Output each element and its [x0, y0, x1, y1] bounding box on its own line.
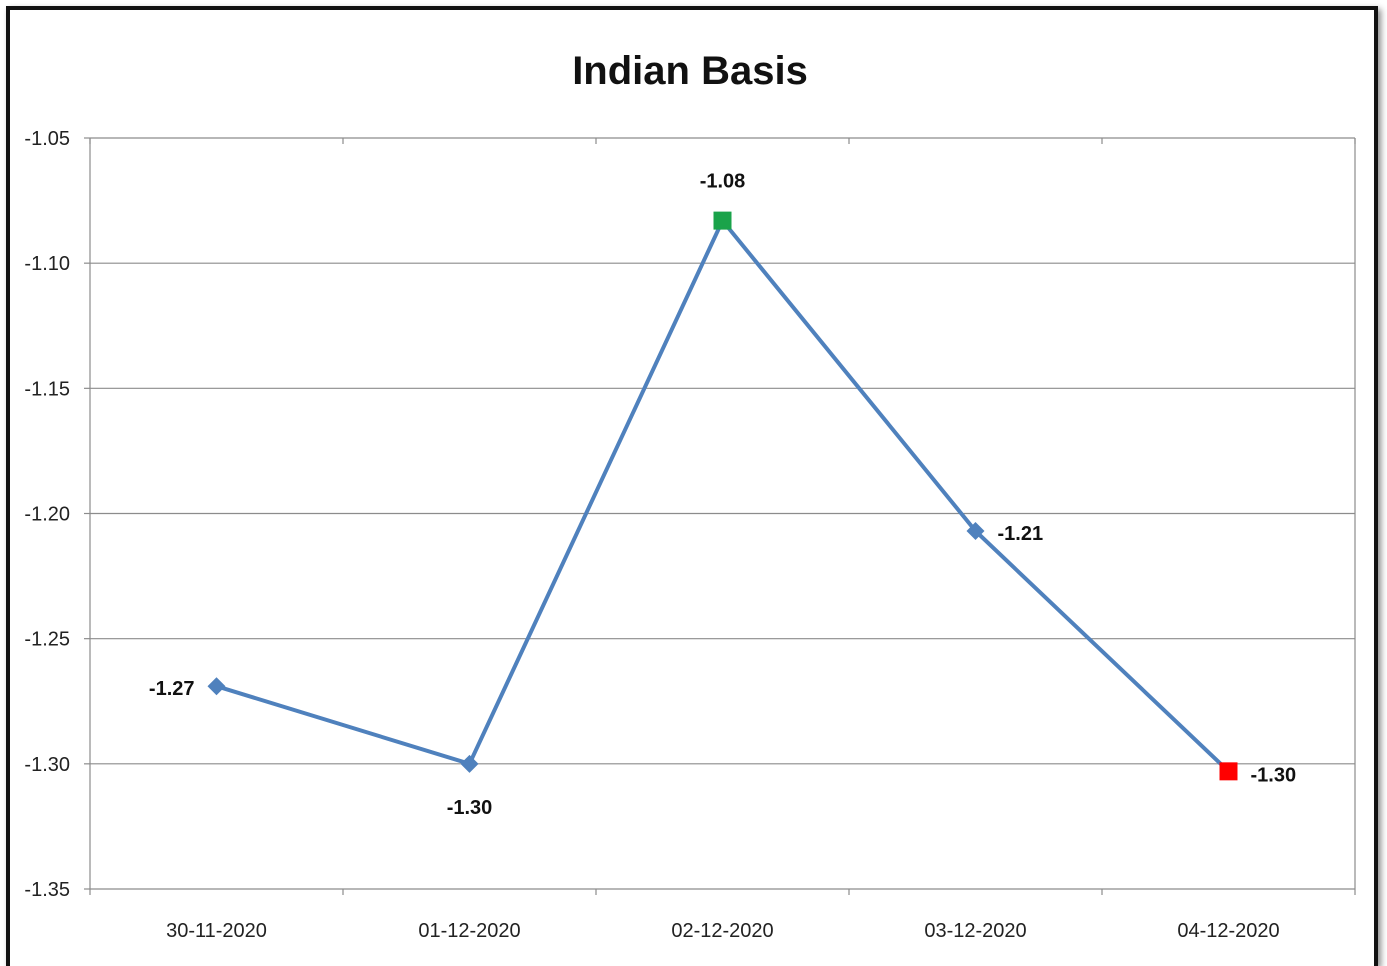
y-tick-label: -1.35 [24, 879, 70, 901]
y-tick-label: -1.20 [24, 504, 70, 526]
data-label: -1.21 [998, 523, 1044, 545]
x-axis: 30-11-2020 01-12-2020 02-12-2020 03-12-2020… [89, 138, 1356, 942]
x-tick-label: 03-12-2020 [924, 920, 1026, 942]
x-tick-label: 01-12-2020 [418, 920, 520, 942]
gridlines [90, 137, 1355, 890]
data-labels: -1.27 -1.30 -1.08 -1.21 -1.30 [149, 171, 1296, 819]
max-marker [713, 211, 732, 230]
chart-frame [6, 6, 1378, 966]
x-tick-label: 02-12-2020 [671, 920, 773, 942]
y-tick-label: -1.25 [24, 629, 70, 651]
y-tick-label: -1.05 [24, 128, 70, 150]
point-marker [460, 754, 479, 773]
y-tick-label: -1.10 [24, 253, 70, 275]
data-label: -1.08 [700, 171, 746, 193]
y-tick-label: -1.15 [24, 378, 70, 400]
data-label: -1.30 [447, 797, 493, 819]
x-tick-label: 30-11-2020 [166, 920, 267, 942]
series-path [215, 218, 1230, 773]
y-axis: -1.05 -1.10 -1.15 -1.20 -1.25 -1.30 -1.35 [24, 128, 1356, 901]
point-marker [966, 522, 985, 541]
data-label: -1.27 [149, 678, 195, 700]
markers [207, 211, 1238, 781]
min-marker [1219, 762, 1238, 781]
x-tick-label: 04-12-2020 [1177, 920, 1279, 942]
series-line [215, 218, 1230, 773]
data-label: -1.30 [1251, 764, 1297, 786]
y-tick-label: -1.30 [24, 754, 70, 776]
point-marker [207, 677, 226, 696]
chart-title: Indian Basis [572, 49, 808, 93]
